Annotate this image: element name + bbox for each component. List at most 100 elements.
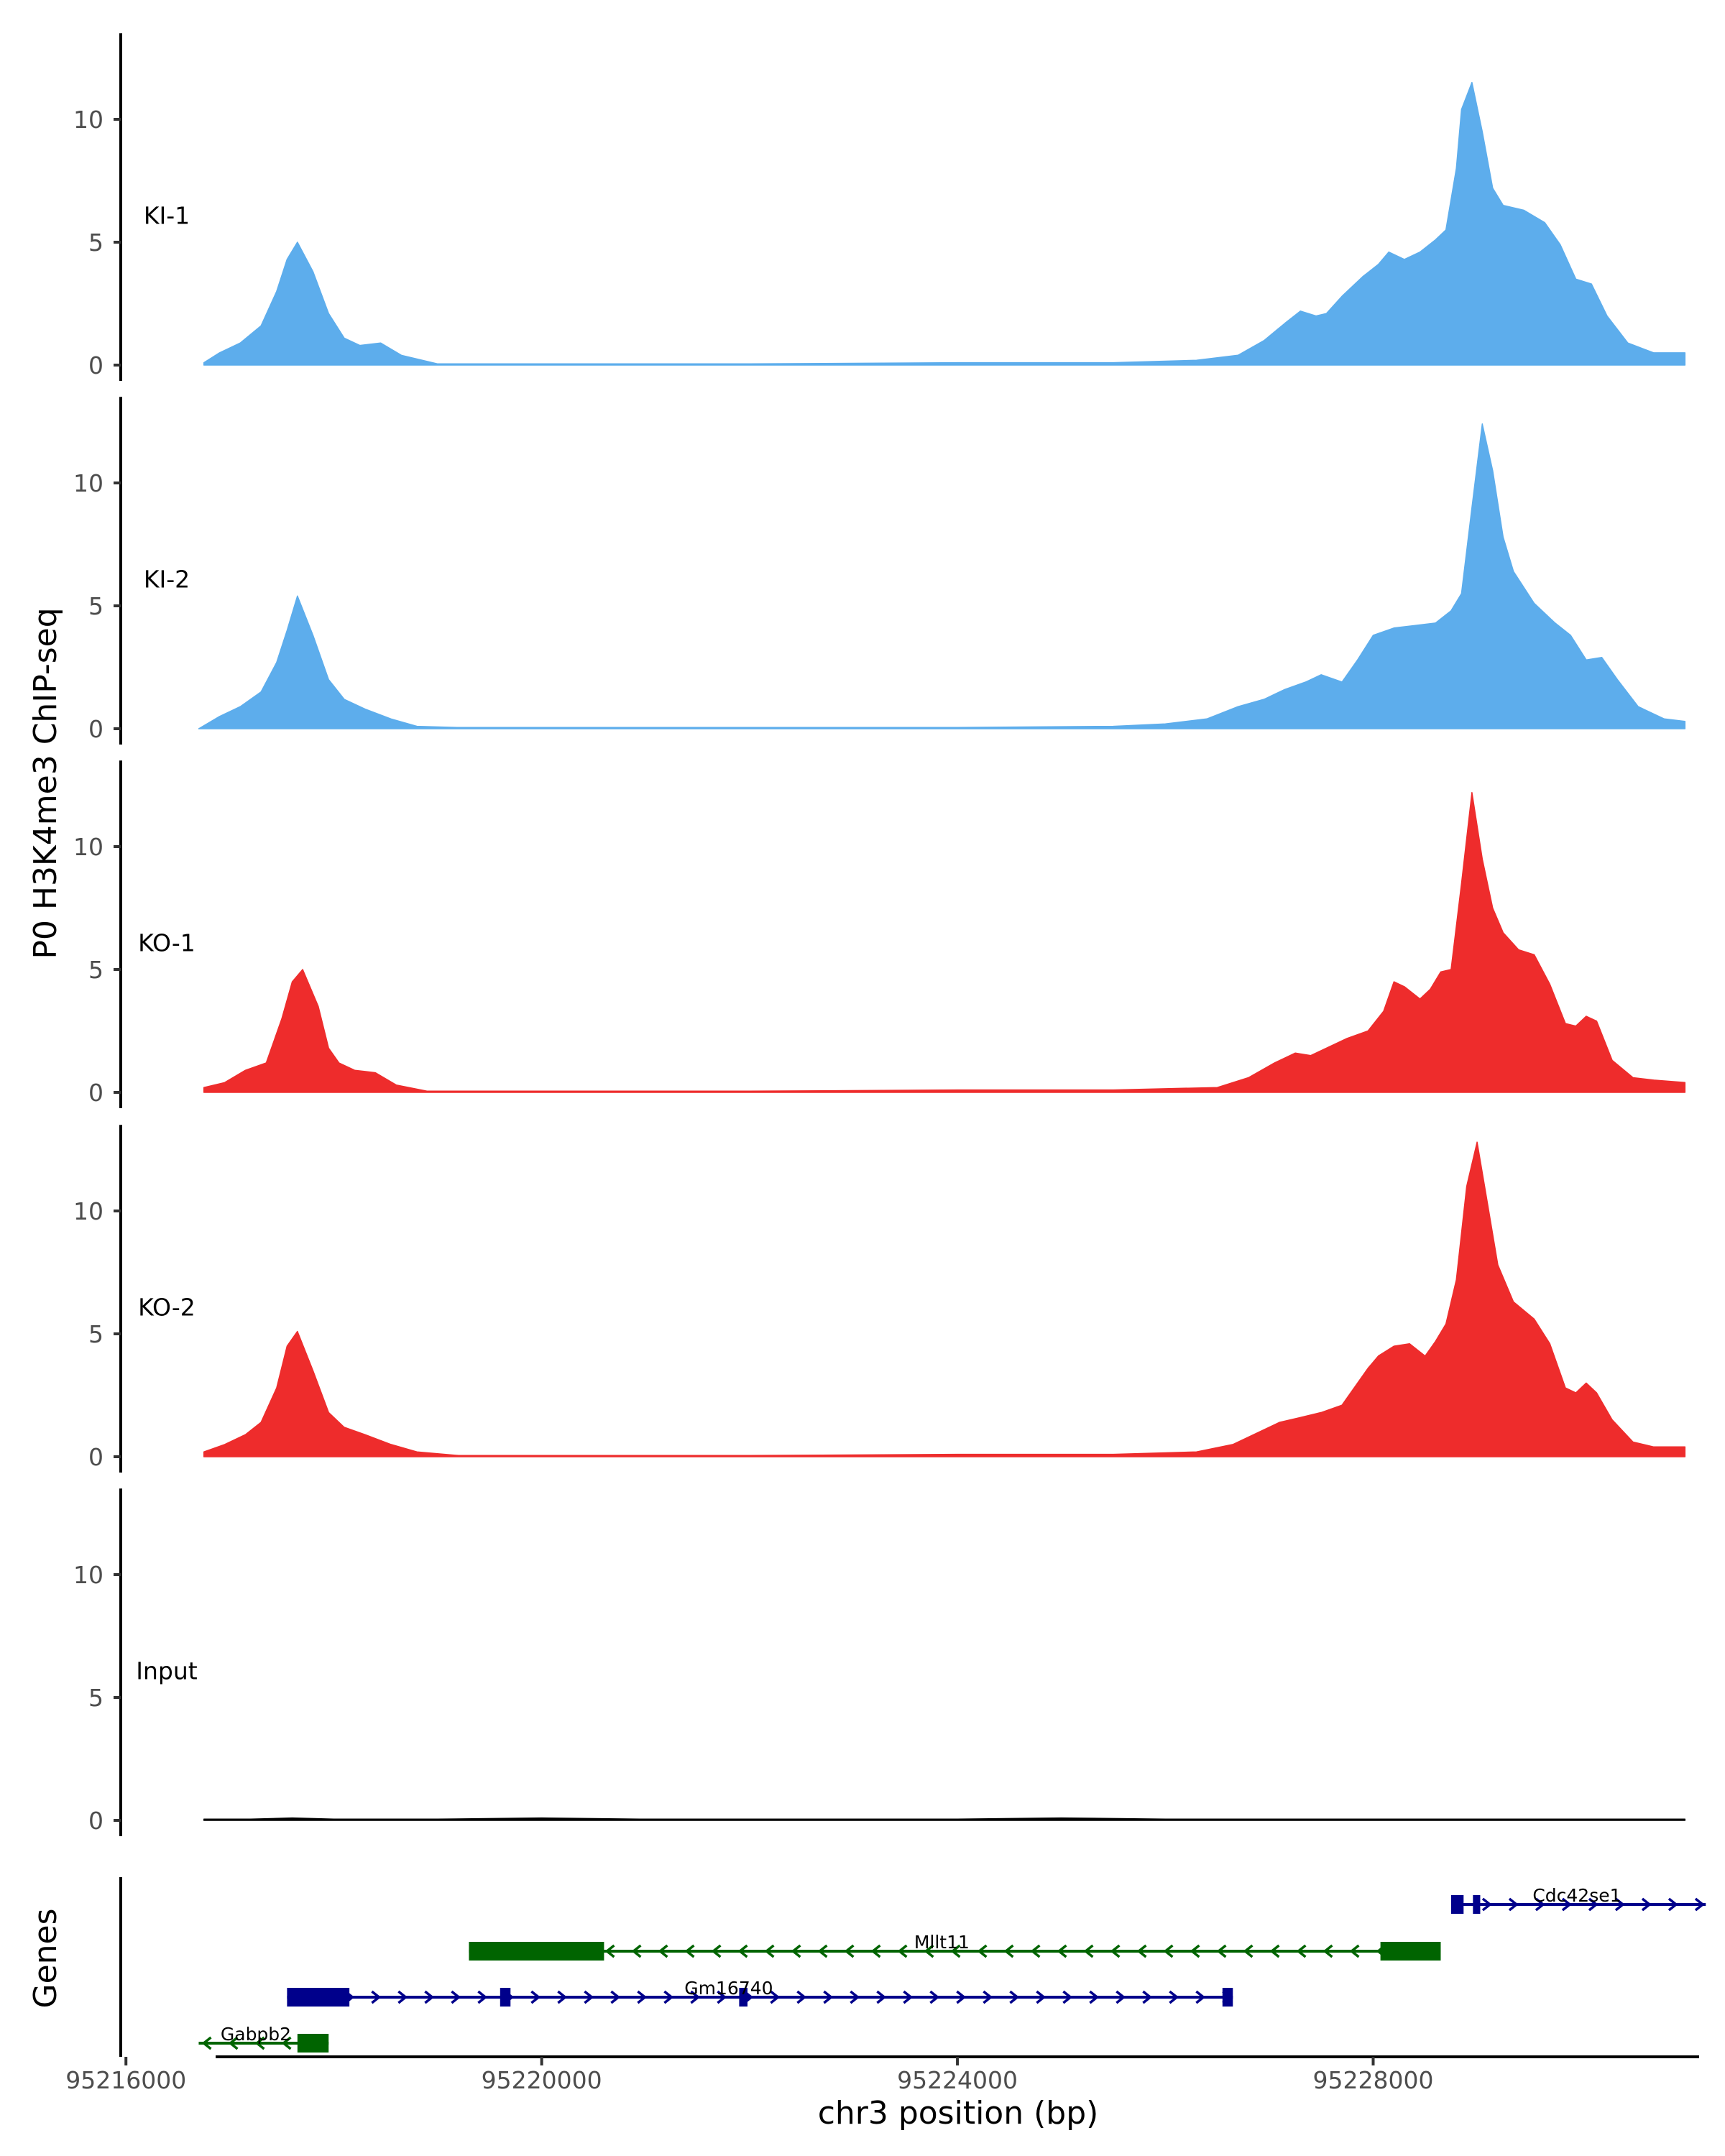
y-tick-label: 5	[88, 229, 104, 257]
strand-arrow	[1169, 1990, 1179, 2004]
strand-arrow	[1694, 1897, 1705, 1912]
strand-arrow	[903, 1990, 914, 2004]
strand-arrow	[1588, 1897, 1598, 1912]
strand-arrow	[424, 1990, 435, 2004]
y-tick-label: 5	[88, 1320, 104, 1348]
x-tick-label: 95216000	[65, 2066, 186, 2094]
strand-arrow	[690, 1990, 701, 2004]
track-input: 0 5 10 Input	[73, 1488, 1686, 1836]
coverage-tracks: 0 5 10 KI-1 0 5 10 KI-2 0 5 10 KO-1 0 5 10 KO-2 0 5 10 Inpu…	[73, 33, 1686, 1836]
strand-arrow	[823, 1990, 834, 2004]
strand-arrow	[477, 1990, 488, 2004]
x-tick-label: 95228000	[1313, 2066, 1434, 2094]
strand-arrow	[1535, 1897, 1545, 1912]
gene-label: Gm16740	[684, 1978, 773, 1999]
track-label: KO-1	[138, 929, 196, 957]
y-tick-label: 5	[88, 956, 104, 984]
strand-arrow	[371, 1990, 382, 2004]
strand-arrow	[1083, 1944, 1094, 1958]
gene-cdc42se1: Cdc42se1	[1450, 1885, 1706, 1914]
gene-exon	[1450, 1895, 1464, 1914]
gene-exon	[297, 2034, 329, 2053]
strand-arrow	[604, 1944, 615, 1958]
strand-arrow	[770, 1990, 781, 2004]
strand-arrow	[924, 1944, 934, 1958]
y-tick-label: 10	[73, 1561, 104, 1589]
y-tick-label: 0	[88, 351, 104, 379]
strand-arrow	[1062, 1990, 1073, 2004]
strand-arrow	[791, 1944, 801, 1958]
strand-arrow	[201, 2036, 212, 2050]
strand-arrow	[876, 1990, 887, 2004]
strand-arrow	[1116, 1990, 1126, 2004]
y-tick-label: 0	[88, 1807, 104, 1835]
strand-arrow	[711, 1944, 722, 1958]
coverage-area-ki-1	[203, 81, 1686, 366]
strand-arrow	[610, 1990, 621, 2004]
strand-arrow	[1003, 1944, 1014, 1958]
strand-arrow	[1614, 1897, 1625, 1912]
track-label: KI-1	[144, 201, 190, 229]
y-tick-label: 5	[88, 1684, 104, 1712]
strand-arrow	[1110, 1944, 1121, 1958]
track-label: KI-2	[144, 565, 190, 593]
coverage-area-ko-2	[203, 1141, 1686, 1457]
y-tick-label: 0	[88, 1443, 104, 1471]
strand-arrow	[631, 1944, 642, 1958]
gene-exon	[739, 1988, 748, 2007]
gene-track-title: Genes	[27, 1908, 64, 2008]
y-tick-label: 0	[88, 715, 104, 743]
y-tick-label: 10	[73, 833, 104, 861]
y-tick-label: 10	[73, 106, 104, 134]
x-axis: 95216000 95220000 95224000 95228000	[65, 2055, 1699, 2094]
gene-label: Mllt11	[914, 1932, 970, 1953]
strand-arrow	[1136, 1944, 1147, 1958]
strand-arrow	[1296, 1944, 1307, 1958]
strand-arrow	[228, 2036, 239, 2050]
strand-arrow	[254, 2036, 265, 2050]
strand-arrow	[844, 1944, 855, 1958]
y-tick-label: 0	[88, 1079, 104, 1107]
strand-arrow	[1216, 1944, 1227, 1958]
x-tick-label: 95224000	[897, 2066, 1018, 2094]
strand-arrow	[1349, 1944, 1360, 1958]
strand-arrow	[658, 1944, 668, 1958]
gene-exon	[500, 1988, 511, 2007]
y-tick-label: 10	[73, 469, 104, 497]
x-axis-title: chr3 position (bp)	[818, 2095, 1099, 2132]
strand-arrow	[637, 1990, 648, 2004]
gene-exon	[1380, 1942, 1441, 1961]
strand-arrow	[584, 1990, 594, 2004]
strand-arrow	[1030, 1944, 1041, 1958]
track-label: KO-2	[138, 1293, 196, 1321]
strand-arrow	[897, 1944, 908, 1958]
track-label: Input	[136, 1657, 198, 1685]
y-tick-label: 10	[73, 1197, 104, 1225]
gene-label: Gabpb2	[221, 2024, 291, 2045]
gene-exon	[469, 1942, 604, 1961]
track-ko-1: 0 5 10 KO-1	[73, 760, 1686, 1108]
strand-arrow	[977, 1944, 988, 1958]
gene-label: Cdc42se1	[1532, 1885, 1621, 1906]
gene-gm16740: Gm16740	[287, 1978, 1233, 2007]
strand-arrow	[950, 1944, 961, 1958]
strand-arrow	[717, 1990, 727, 2004]
strand-arrow	[1195, 1990, 1206, 2004]
strand-arrow	[983, 1990, 993, 2004]
strand-arrow	[929, 1990, 940, 2004]
strand-arrow	[737, 1944, 748, 1958]
strand-arrow	[1561, 1897, 1572, 1912]
gene-gabpb2: Gabpb2	[198, 2024, 329, 2053]
strand-arrow	[397, 1990, 408, 2004]
strand-arrow	[1322, 1944, 1333, 1958]
strand-arrow	[1142, 1990, 1153, 2004]
strand-arrow	[850, 1990, 860, 2004]
track-ki-2: 0 5 10 KI-2	[73, 397, 1686, 745]
strand-arrow	[1243, 1944, 1254, 1958]
strand-arrow	[764, 1944, 775, 1958]
strand-arrow	[1163, 1944, 1174, 1958]
strand-arrow	[796, 1990, 807, 2004]
strand-arrow	[1190, 1944, 1200, 1958]
strand-arrow	[1481, 1897, 1492, 1912]
strand-arrow	[281, 2036, 292, 2050]
